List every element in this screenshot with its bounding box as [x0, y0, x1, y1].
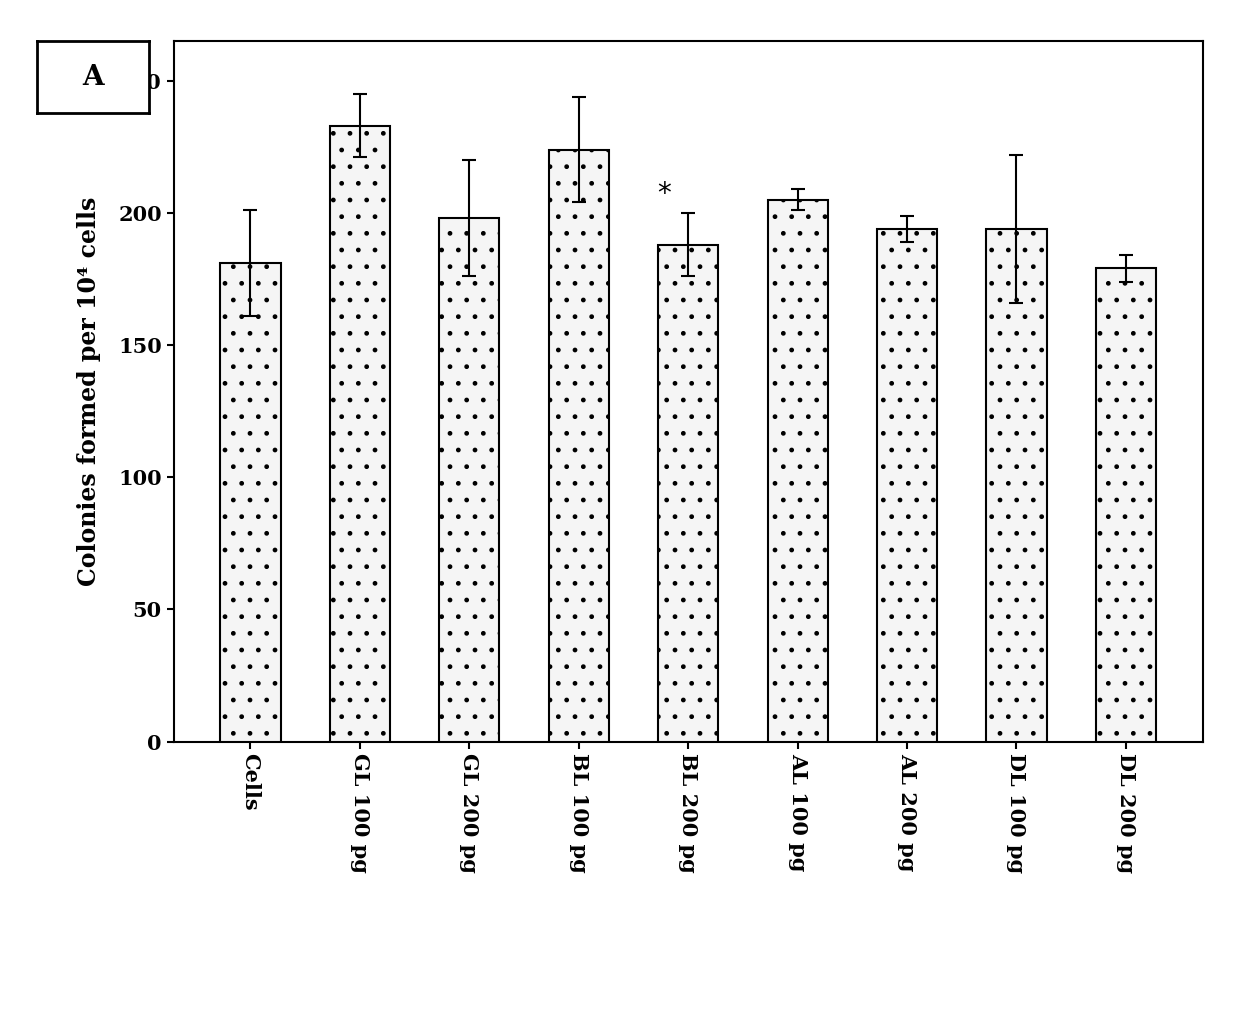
- Bar: [658, 245, 718, 742]
- Bar: [986, 229, 1047, 742]
- Bar: [877, 229, 937, 742]
- Bar: [221, 264, 280, 742]
- Text: A: A: [82, 64, 104, 91]
- Y-axis label: Colonies formed per 10⁴ cells: Colonies formed per 10⁴ cells: [77, 197, 102, 586]
- Bar: [548, 149, 609, 742]
- Bar: [1096, 269, 1156, 742]
- Text: *: *: [657, 179, 671, 208]
- Bar: [439, 218, 500, 742]
- Bar: [768, 200, 828, 742]
- Bar: [330, 126, 391, 742]
